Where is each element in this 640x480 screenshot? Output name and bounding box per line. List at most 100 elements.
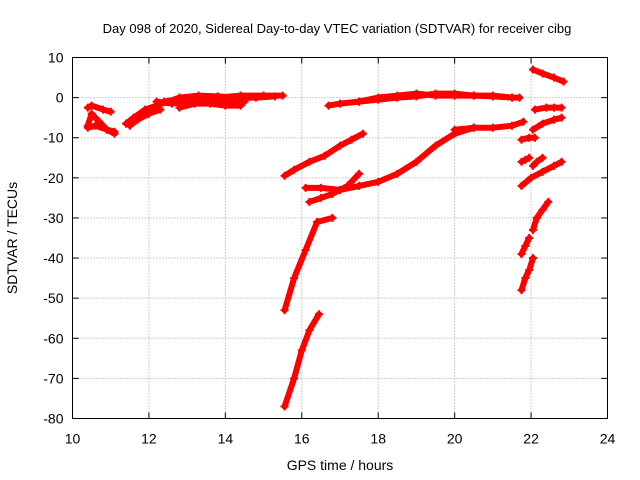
data-point (550, 115, 558, 124)
data-point (236, 101, 245, 110)
data-point (251, 93, 260, 102)
data-point (412, 157, 421, 166)
x-tick-label: 12 (141, 431, 157, 447)
data-point (280, 402, 289, 411)
x-tick-labels: 10 12 14 16 18 20 22 24 (65, 431, 616, 447)
data-point (301, 183, 310, 192)
data-point (110, 129, 119, 138)
series-s23 (517, 254, 537, 295)
data-point (393, 91, 402, 100)
data-point (336, 99, 344, 108)
data-point (544, 197, 553, 206)
data-point (125, 121, 134, 130)
data-point (99, 105, 108, 114)
data-point (450, 125, 459, 134)
chart-title: Day 098 of 2020, Sidereal Day-to-day VTE… (103, 21, 572, 36)
x-tick-label: 20 (447, 431, 463, 447)
data-point (106, 107, 115, 116)
series-trace (126, 106, 164, 129)
y-tick-labels: 10 0 -10 -20 -30 -40 -50 -60 -70 -80 (43, 50, 63, 427)
series-s17 (450, 117, 528, 134)
series-s8 (175, 99, 245, 112)
data-point (328, 213, 337, 222)
tick-marks (72, 57, 608, 419)
data-point (290, 274, 299, 283)
x-tick-label: 10 (65, 431, 81, 447)
y-tick-label: 10 (48, 50, 64, 66)
data-point (517, 286, 526, 295)
series-s19 (517, 153, 534, 166)
data-point (355, 97, 364, 106)
data-point (374, 93, 383, 102)
series-s12 (280, 310, 323, 411)
data-point (144, 109, 153, 118)
data-point (320, 151, 329, 160)
series-s22 (517, 234, 534, 259)
series-s20 (517, 157, 566, 190)
data-point (538, 153, 547, 162)
data-point (190, 99, 199, 108)
y-tick-label: -60 (43, 330, 63, 346)
data-point (488, 123, 497, 132)
y-tick-label: -80 (43, 411, 63, 427)
series-s1 (83, 101, 115, 116)
x-tick-label: 22 (523, 431, 539, 447)
data-point (527, 173, 536, 182)
data-point (305, 326, 314, 335)
y-tick-label: -50 (43, 290, 63, 306)
data-point (316, 193, 325, 202)
data-point (550, 161, 558, 170)
data-point (301, 246, 310, 255)
data-point (91, 121, 100, 130)
data-point (528, 161, 537, 170)
plot-frame (72, 57, 608, 419)
data-point (290, 374, 299, 383)
data-point (374, 177, 383, 186)
data-point (221, 101, 230, 110)
series-s14 (301, 123, 478, 194)
series-s26 (530, 103, 566, 114)
data-point (87, 101, 96, 110)
series-s24 (528, 197, 553, 234)
data-point (517, 135, 526, 144)
data-point (507, 121, 516, 130)
data-point (152, 97, 161, 106)
data-point (530, 105, 539, 114)
data-traces (83, 65, 568, 411)
data-point (316, 183, 325, 192)
data-point (355, 169, 364, 178)
series-s3 (83, 121, 119, 138)
y-tick-label: -20 (43, 170, 63, 186)
data-point (517, 181, 526, 190)
data-point (538, 69, 547, 78)
y-tick-label: -40 (43, 250, 63, 266)
data-point (133, 115, 142, 124)
series-trace (530, 66, 567, 85)
data-point (412, 89, 421, 98)
data-point (431, 141, 440, 150)
data-point (469, 123, 478, 132)
data-point (521, 274, 530, 283)
data-point (515, 93, 524, 102)
data-point (336, 185, 344, 194)
y-tick-label: -70 (43, 370, 63, 386)
series-s25 (528, 65, 568, 86)
data-point (450, 91, 459, 100)
y-tick-label: -10 (43, 130, 63, 146)
data-point (393, 169, 402, 178)
data-point (538, 167, 547, 176)
data-point (532, 213, 541, 222)
data-point (206, 99, 215, 108)
data-point (559, 77, 568, 86)
x-tick-label: 14 (218, 431, 234, 447)
data-point (550, 103, 558, 112)
data-point (355, 181, 364, 190)
data-point (271, 92, 280, 101)
data-point (213, 92, 222, 101)
data-point (280, 171, 289, 180)
data-point (194, 91, 203, 100)
data-point (557, 157, 566, 166)
data-point (507, 93, 516, 102)
data-point (488, 91, 497, 100)
